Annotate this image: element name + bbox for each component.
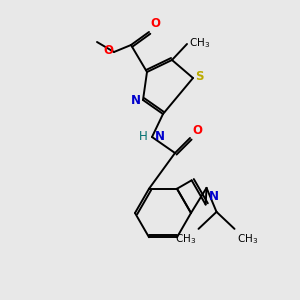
Text: O: O (150, 17, 160, 30)
Text: N: N (155, 130, 165, 143)
Text: O: O (103, 44, 113, 58)
Text: CH$_3$: CH$_3$ (236, 232, 258, 246)
Text: N: N (131, 94, 141, 106)
Text: CH$_3$: CH$_3$ (189, 36, 210, 50)
Text: H: H (139, 130, 148, 143)
Text: N: N (208, 190, 218, 203)
Text: O: O (192, 124, 202, 137)
Text: CH$_3$: CH$_3$ (175, 232, 196, 246)
Text: S: S (195, 70, 203, 83)
